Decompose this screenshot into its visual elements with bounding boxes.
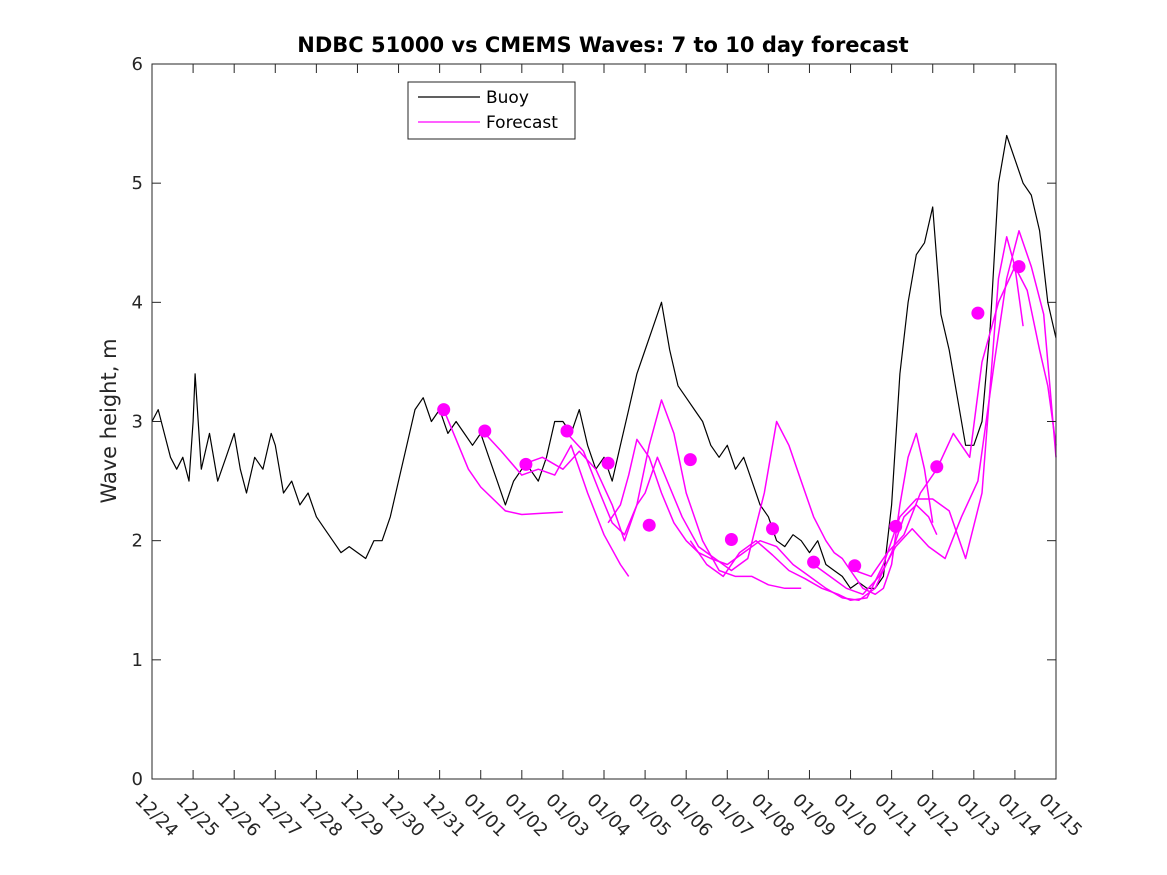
chart-title: NDBC 51000 vs CMEMS Waves: 7 to 10 day f… — [297, 33, 908, 57]
buoy-series-line — [151, 134, 1057, 589]
y-tick-label: 5 — [132, 173, 143, 194]
legend-label-forecast: Forecast — [486, 113, 558, 133]
forecast-marker-15 — [1012, 260, 1026, 274]
y-tick-label: 0 — [132, 769, 143, 790]
forecast-marker-7 — [683, 453, 697, 467]
forecast-marker-9 — [766, 522, 779, 536]
forecast-series-line-4 — [566, 420, 934, 596]
forecast-marker-12 — [889, 519, 903, 533]
y-tick-label: 3 — [132, 412, 143, 433]
forecast-series-line-7 — [813, 230, 1057, 596]
forecast-marker-2 — [478, 424, 492, 438]
forecast-marker-5 — [601, 456, 615, 470]
y-tick-label: 4 — [132, 292, 143, 313]
legend-label-buoy: Buoy — [486, 88, 529, 108]
forecast-series-line-1 — [443, 409, 563, 516]
forecast-series-line-3 — [525, 399, 802, 590]
y-tick-label: 6 — [132, 54, 143, 75]
legend-box — [407, 81, 576, 140]
forecast-marker-8 — [724, 533, 738, 546]
y-tick-label: 1 — [132, 650, 143, 671]
forecast-series-line-8 — [854, 265, 1057, 578]
plot-area — [151, 134, 1057, 602]
forecast-marker-13 — [930, 460, 944, 474]
forecast-marker-14 — [971, 306, 985, 320]
forecast-marker-1 — [437, 403, 451, 417]
y-axis-label: Wave height, m — [97, 338, 121, 503]
forecast-marker-4 — [560, 424, 574, 438]
y-tick-label: 2 — [132, 531, 143, 552]
forecast-series-line-6 — [689, 236, 1024, 602]
forecast-marker-10 — [807, 555, 821, 569]
forecast-marker-11 — [848, 559, 862, 573]
legend: Buoy Forecast — [407, 81, 576, 140]
forecast-marker-3 — [519, 457, 533, 471]
forecast-series-line-2 — [484, 432, 630, 577]
forecast-marker-6 — [642, 518, 656, 532]
